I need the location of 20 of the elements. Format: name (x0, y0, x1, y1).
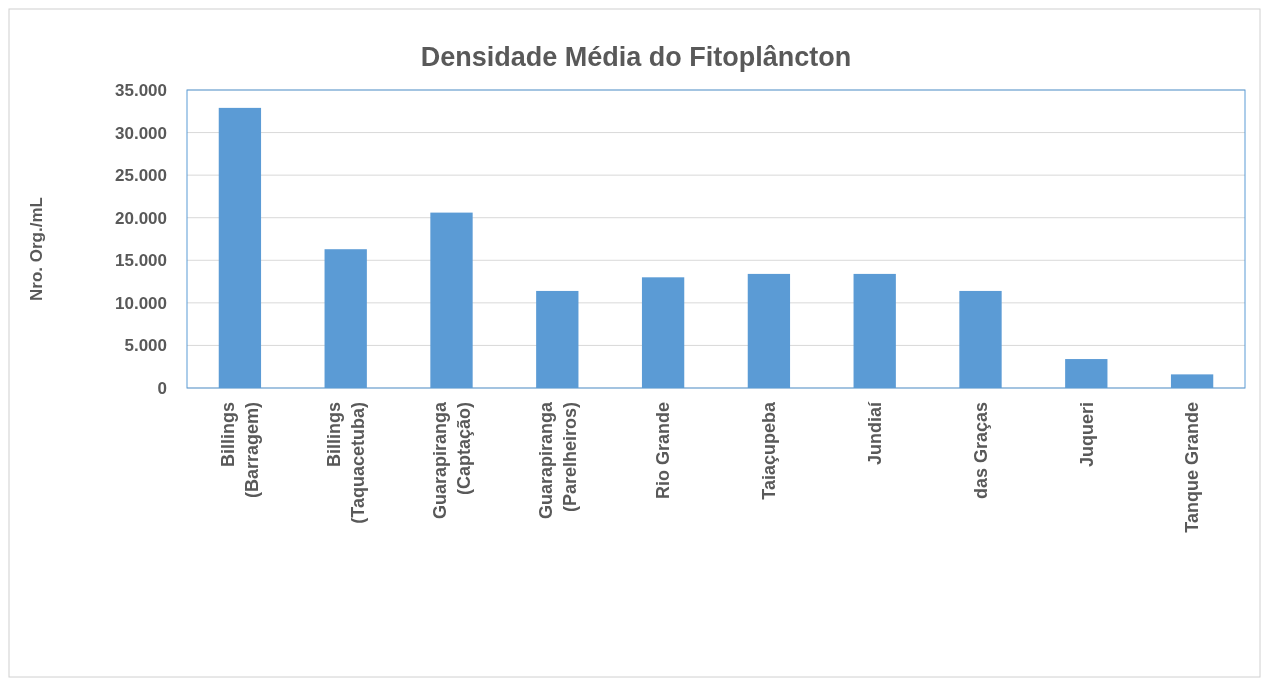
y-tick-label: 0 (157, 378, 167, 398)
x-tick-label: Guarapiranga (Captação) (429, 401, 474, 520)
x-tick-label: das Graças (970, 402, 991, 500)
y-axis-title: Nro. Org./mL (27, 197, 46, 301)
x-tick-label: Billings (Taquacetuba) (324, 402, 368, 524)
y-tick-label: 10.000 (115, 293, 167, 313)
y-tick-label: 35.000 (115, 80, 167, 100)
x-tick-label: Taiaçupeba (759, 401, 780, 500)
x-tick-label: Tanque Grande (1182, 402, 1203, 533)
chart-title: Densidade Média do Fitoplâncton (420, 42, 852, 72)
y-tick-label: 20.000 (115, 208, 167, 228)
x-tick-label: Rio Grande (653, 402, 674, 500)
x-tick-label: Jundiaí (865, 401, 885, 466)
y-tick-label: 30.000 (115, 123, 167, 143)
y-tick-label: 25.000 (115, 166, 167, 186)
y-tick-label: 5.000 (124, 336, 167, 356)
x-tick-label: Billings (Barragem) (218, 402, 263, 499)
x-tick-label: Guarapiranga (Parelheiros) (535, 401, 580, 520)
y-tick-label: 15.000 (115, 251, 167, 271)
x-tick-label: Juqueri (1076, 402, 1097, 468)
